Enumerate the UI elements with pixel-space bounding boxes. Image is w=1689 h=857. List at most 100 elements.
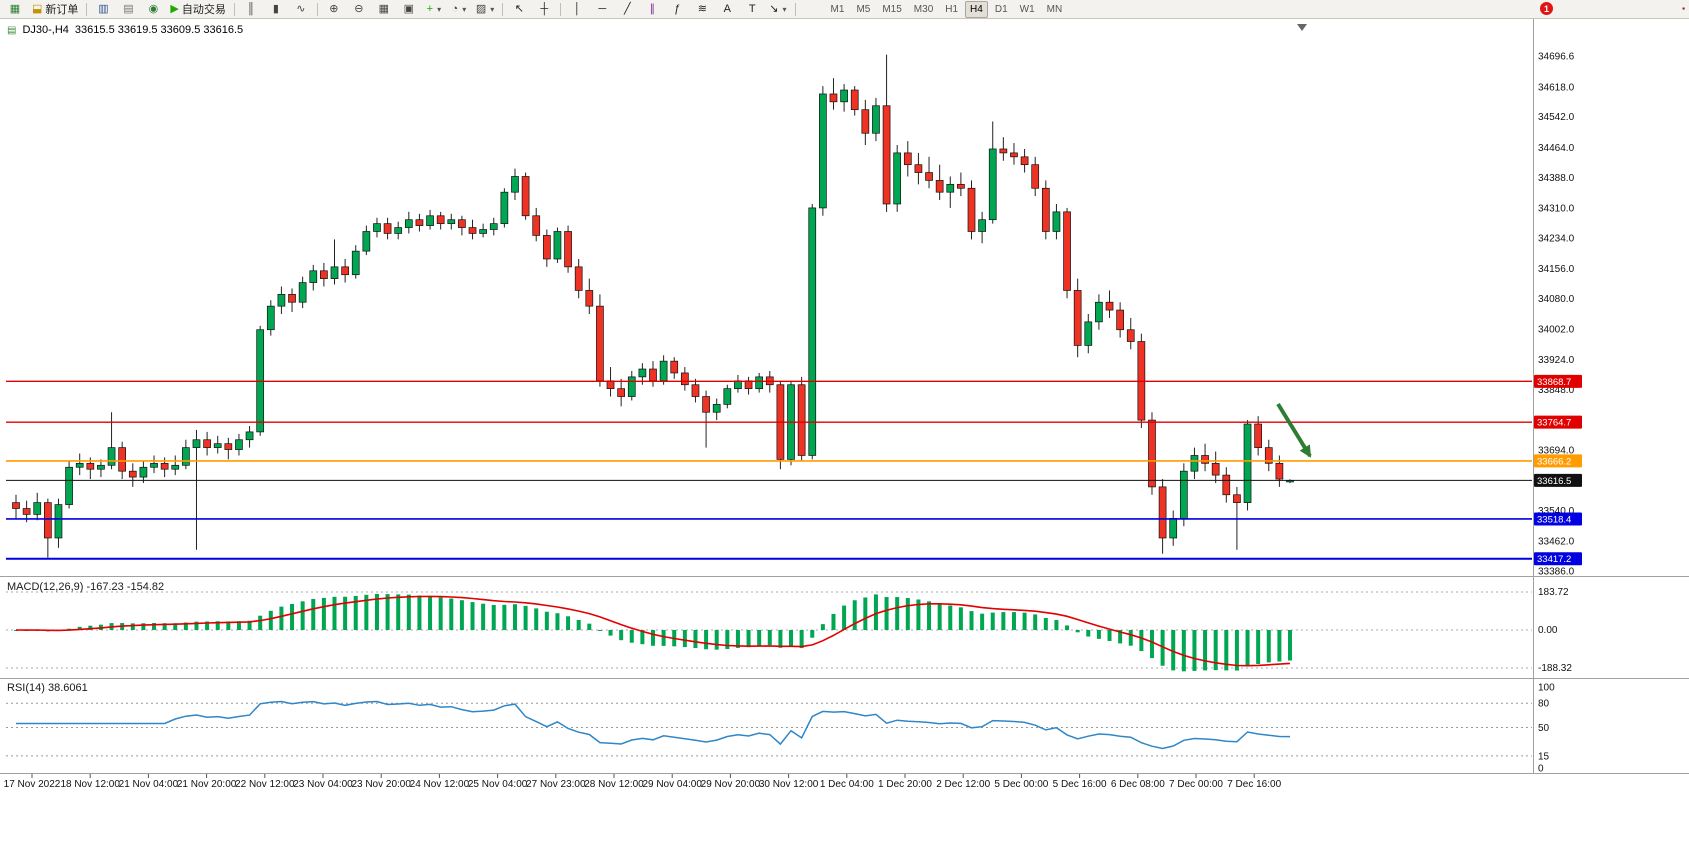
price-axis[interactable]: 34696.6 34618.0 34542.0 34464.0 34388.0 34310… xyxy=(1534,52,1582,578)
timeframe-m30[interactable]: M30 xyxy=(913,3,934,15)
market-watch-button[interactable]: ▥ xyxy=(91,0,115,18)
zoom-in-icon: ⊕ xyxy=(329,2,339,15)
svg-text:34080.0: 34080.0 xyxy=(1538,294,1575,305)
svg-text:28 Nov 12:00: 28 Nov 12:00 xyxy=(584,779,644,790)
timeframe-m15[interactable]: M15 xyxy=(882,3,902,15)
periods-dropdown-icon: ▾ xyxy=(462,4,467,14)
chart-shift-marker-icon[interactable] xyxy=(1297,24,1307,31)
toolbar-separator xyxy=(86,2,88,16)
navigator-button[interactable]: ◉ xyxy=(141,0,165,18)
svg-text:17 Nov 2022: 17 Nov 2022 xyxy=(4,779,61,790)
toolbar-separator xyxy=(794,2,796,16)
svg-text:5 Dec 16:00: 5 Dec 16:00 xyxy=(1053,779,1107,790)
zoom-in-button[interactable]: ⊕ xyxy=(322,0,346,18)
svg-text:34156.0: 34156.0 xyxy=(1538,264,1575,275)
text-label-button[interactable]: T xyxy=(740,0,764,18)
periods-button[interactable]: ◔ ▾ xyxy=(447,0,471,18)
timeframe-h1[interactable]: H1 xyxy=(945,3,959,15)
market-watch-icon: ▥ xyxy=(98,2,109,15)
autotrading-label: 自动交易 xyxy=(181,4,226,16)
svg-text:7 Dec 16:00: 7 Dec 16:00 xyxy=(1227,779,1281,790)
data-window-icon: ▤ xyxy=(123,2,134,15)
macd-panel: 183.72 0.00 -188.32 xyxy=(6,587,1572,674)
bars-chart-button[interactable]: ║ xyxy=(239,0,263,18)
tile-windows-button[interactable]: ▦ xyxy=(372,0,396,18)
svg-text:33924.0: 33924.0 xyxy=(1538,355,1575,366)
notification-badge[interactable]: 1 xyxy=(1540,2,1553,15)
timeframe-mn[interactable]: MN xyxy=(1046,3,1063,15)
chart-symbol-timeframe: DJ30-,H4 xyxy=(22,24,69,36)
crosshair-icon: ┼ xyxy=(540,2,549,15)
chart-title-icon: ▤ xyxy=(7,24,17,36)
new-order-label: 新订单 xyxy=(45,4,79,16)
svg-text:1 Dec 20:00: 1 Dec 20:00 xyxy=(878,779,932,790)
svg-text:33868.7: 33868.7 xyxy=(1537,377,1571,388)
indicators-icon: + xyxy=(426,2,434,15)
svg-text:15: 15 xyxy=(1538,751,1550,762)
toolbar-separator xyxy=(233,2,235,16)
svg-text:34388.0: 34388.0 xyxy=(1538,173,1575,184)
svg-text:33694.0: 33694.0 xyxy=(1538,445,1575,456)
fibonacci-icon: ƒ xyxy=(674,2,681,15)
corner-marker-icon: ▪ xyxy=(1682,4,1685,13)
svg-text:21 Nov 04:00: 21 Nov 04:00 xyxy=(119,779,179,790)
fibonacci-button[interactable]: ƒ xyxy=(665,0,689,18)
svg-text:25 Nov 04:00: 25 Nov 04:00 xyxy=(468,779,528,790)
macd-indicator-label: MACD(12,26,9) -167.23 -154.82 xyxy=(7,581,165,593)
arrow-annotation[interactable] xyxy=(1276,402,1312,458)
tile-windows-icon: ▦ xyxy=(378,2,390,15)
zoom-out-button[interactable]: ⊖ xyxy=(347,0,371,18)
templates-icon: ▨ xyxy=(475,2,487,15)
trendline-button[interactable]: ╱ xyxy=(615,0,639,18)
line-chart-button[interactable]: ∿ xyxy=(289,0,313,18)
timeframe-m1[interactable]: M1 xyxy=(830,3,845,15)
svg-text:100: 100 xyxy=(1538,683,1555,694)
timeframe-d1[interactable]: D1 xyxy=(994,3,1008,15)
text-icon: A xyxy=(723,2,731,15)
timeframe-m5[interactable]: M5 xyxy=(856,3,871,15)
templates-button[interactable]: ▨ ▾ xyxy=(472,0,498,18)
auto-arrange-button[interactable]: ▣ xyxy=(397,0,421,18)
vertical-line-button[interactable]: │ xyxy=(565,0,589,18)
new-order-button[interactable]: ⬓ 新订单 xyxy=(28,0,82,18)
svg-text:33386.0: 33386.0 xyxy=(1538,566,1575,577)
text-button[interactable]: A xyxy=(715,0,739,18)
chart-canvas[interactable]: 34696.6 34618.0 34542.0 34464.0 34388.0 34310… xyxy=(0,18,1689,857)
toolbar: ▦ ⬓ 新订单 ▥ ▤ ◉ ▶ 自动交易 ║ ▮ ∿ ⊕ ⊖ ▦ ▣ + ▾ ◔ ▾ ▨ ▾ ↖ ┼ │ ─ ╱ ∥ ƒ ≋ A T ↘ ▾ M1… xyxy=(0,0,1689,19)
price-tag: 33868.7 xyxy=(1534,374,1582,388)
timeframe-h4[interactable]: H4 xyxy=(965,0,988,18)
svg-text:27 Nov 23:00: 27 Nov 23:00 xyxy=(526,779,586,790)
equidistant-channel-button[interactable]: ∥ xyxy=(640,0,664,18)
arrows-button[interactable]: ↘ ▾ xyxy=(765,0,790,18)
svg-text:34618.0: 34618.0 xyxy=(1538,82,1575,93)
trendline-icon: ╱ xyxy=(623,2,631,15)
autotrading-icon: ▶ xyxy=(170,2,179,15)
indicators-dropdown-icon: ▾ xyxy=(437,4,442,14)
cursor-button[interactable]: ↖ xyxy=(507,0,531,18)
svg-text:34464.0: 34464.0 xyxy=(1538,143,1575,154)
svg-text:18 Nov 12:00: 18 Nov 12:00 xyxy=(60,779,120,790)
shapes-button[interactable]: ≋ xyxy=(690,0,714,18)
crosshair-button[interactable]: ┼ xyxy=(532,0,556,18)
svg-text:2 Dec 12:00: 2 Dec 12:00 xyxy=(936,779,990,790)
svg-text:34002.0: 34002.0 xyxy=(1538,324,1575,335)
navigator-icon: ◉ xyxy=(148,2,159,15)
horizontal-line-button[interactable]: ─ xyxy=(590,0,614,18)
autotrading-button[interactable]: ▶ 自动交易 xyxy=(166,0,229,18)
zoom-out-icon: ⊖ xyxy=(354,2,364,15)
price-tag: 33666.2 xyxy=(1534,454,1582,468)
data-window-button[interactable]: ▤ xyxy=(116,0,140,18)
svg-text:24 Nov 12:00: 24 Nov 12:00 xyxy=(410,779,470,790)
svg-text:0: 0 xyxy=(1538,764,1544,775)
candles-chart-button[interactable]: ▮ xyxy=(264,0,288,18)
new-chart-button[interactable]: ▦ xyxy=(3,0,27,18)
timeframe-w1[interactable]: W1 xyxy=(1019,3,1035,15)
rsi-indicator-label: RSI(14) 38.6061 xyxy=(7,682,88,694)
svg-text:33462.0: 33462.0 xyxy=(1538,537,1575,548)
svg-text:33540.0: 33540.0 xyxy=(1538,506,1575,517)
indicators-button[interactable]: + ▾ xyxy=(422,0,446,18)
price-lines[interactable] xyxy=(6,380,1532,560)
svg-text:29 Nov 04:00: 29 Nov 04:00 xyxy=(642,779,702,790)
svg-text:23 Nov 04:00: 23 Nov 04:00 xyxy=(293,779,353,790)
